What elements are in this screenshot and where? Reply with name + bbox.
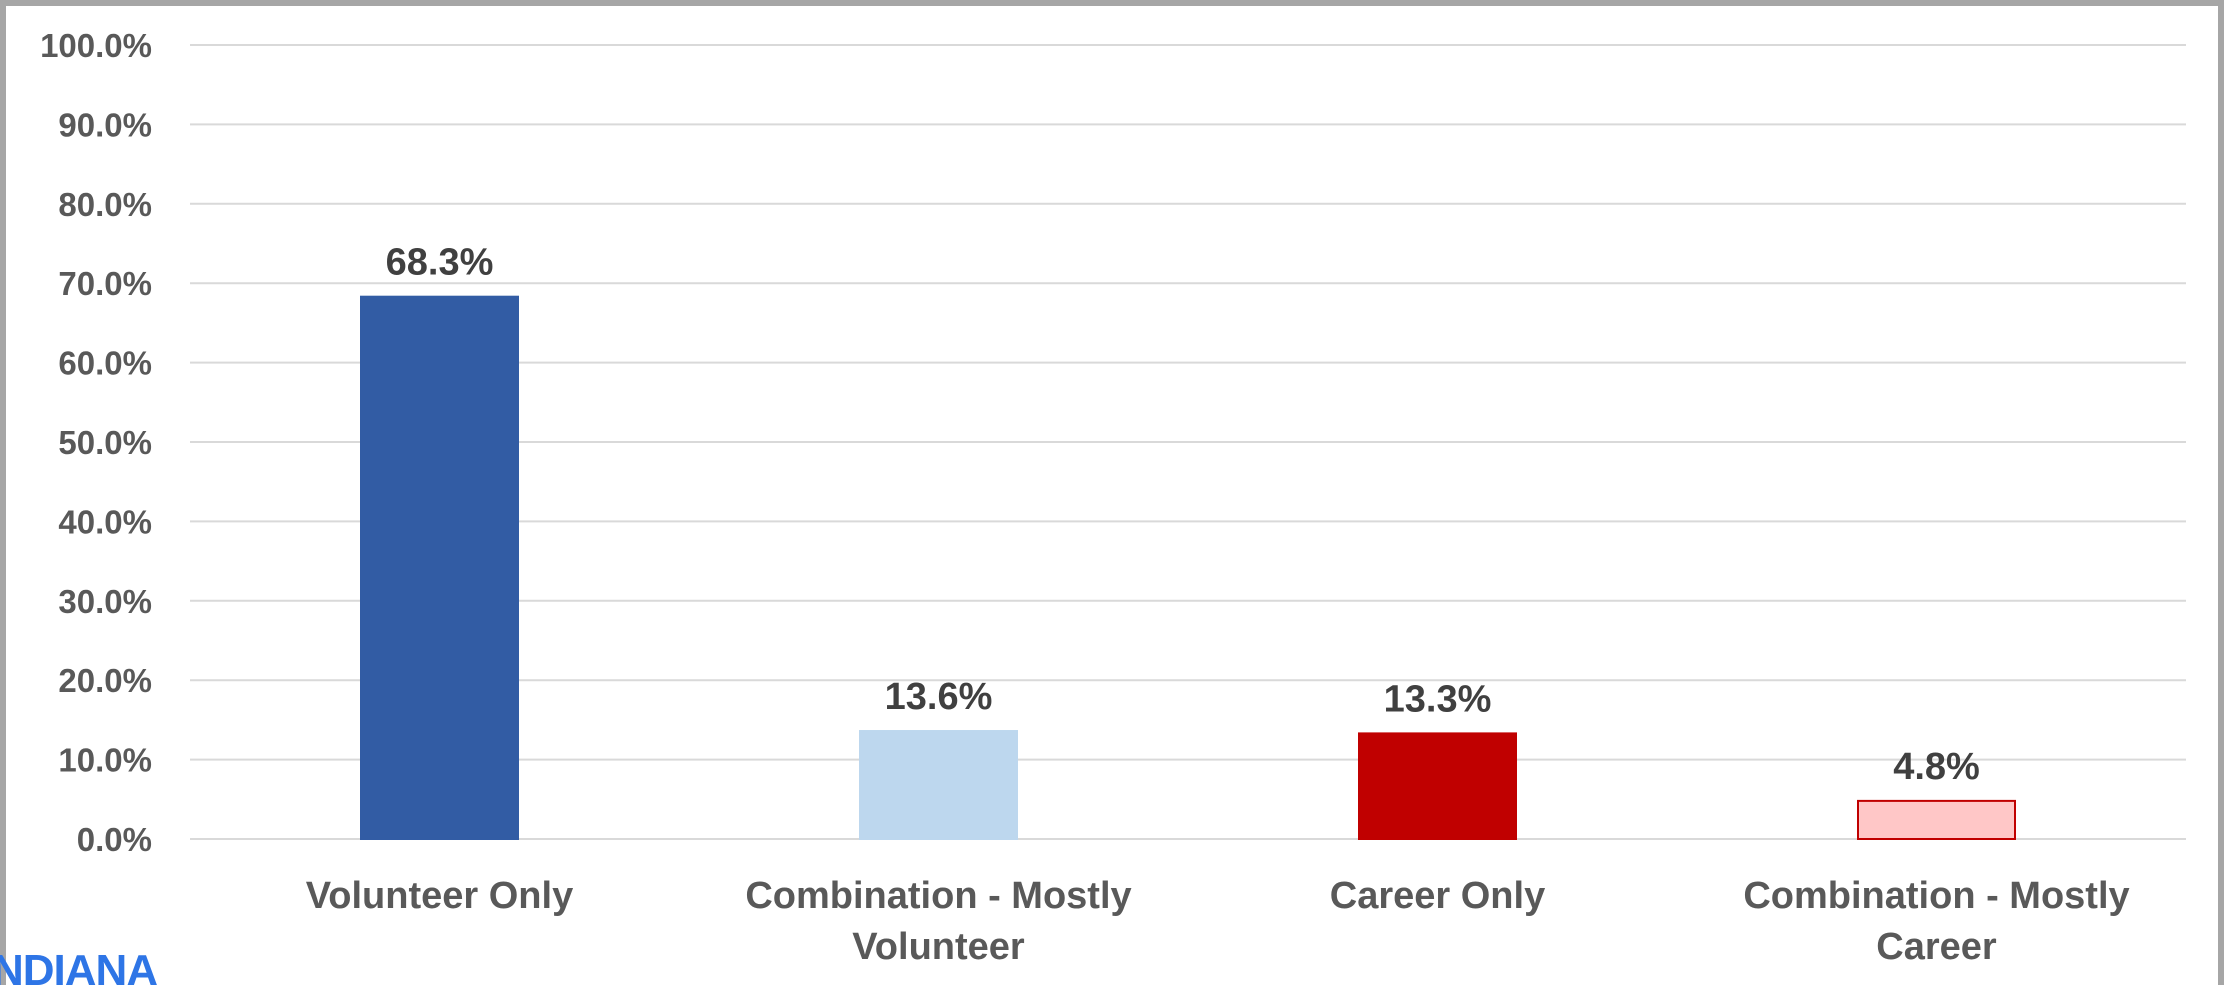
y-tick-label: 50.0% bbox=[58, 424, 152, 461]
category-label: Combination - Mostly bbox=[1743, 875, 2129, 917]
bar bbox=[1857, 799, 2016, 840]
bars bbox=[360, 295, 2016, 841]
data-label: 4.8% bbox=[1893, 746, 1980, 788]
y-tick-label: 40.0% bbox=[58, 503, 152, 540]
y-tick-label: 0.0% bbox=[77, 821, 152, 858]
data-label: 68.3% bbox=[386, 242, 494, 284]
category-label: Career Only bbox=[1330, 875, 1545, 917]
data-label: 13.3% bbox=[1384, 678, 1492, 720]
category-label: Career bbox=[1876, 926, 1997, 968]
y-tick-label: 80.0% bbox=[58, 186, 152, 223]
bar bbox=[360, 295, 519, 840]
bar bbox=[859, 730, 1018, 840]
y-tick-label: 90.0% bbox=[58, 106, 152, 143]
y-tick-label: 60.0% bbox=[58, 345, 152, 382]
y-tick-label: 30.0% bbox=[58, 583, 152, 620]
data-label: 13.6% bbox=[885, 676, 993, 718]
y-axis-ticks: 0.0% 10.0% 20.0% 30.0% 40.0% 50.0% 60.0% 70.0% 8… bbox=[40, 27, 152, 858]
y-tick-label: 100.0% bbox=[40, 27, 152, 64]
category-label: Volunteer Only bbox=[306, 875, 573, 917]
category-labels: Volunteer Only Combination - Mostly Volunt… bbox=[306, 875, 2130, 968]
indiana-watermark: NDIANA bbox=[0, 946, 157, 985]
y-tick-label: 20.0% bbox=[58, 662, 152, 699]
data-labels: 68.3% 13.6% 13.3% 4.8% bbox=[386, 242, 1980, 788]
category-label: Combination - Mostly bbox=[745, 875, 1131, 917]
y-tick-label: 70.0% bbox=[58, 265, 152, 302]
bar bbox=[1358, 732, 1517, 841]
gridlines bbox=[190, 44, 2186, 840]
category-label: Volunteer bbox=[852, 926, 1025, 968]
y-tick-label: 10.0% bbox=[58, 742, 152, 779]
